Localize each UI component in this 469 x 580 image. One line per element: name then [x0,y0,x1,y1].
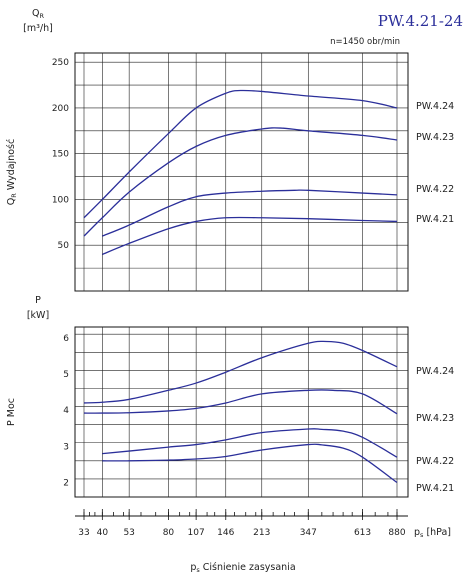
unit-text: [m³/h] [23,23,53,34]
x-axis: 33 40 53 80 107 146 213 347 613 880 ps [hPa] ps Ciś… [75,509,451,574]
top-unit-label: QR [m³/h] [23,8,53,34]
x-tick-label: 53 [123,528,134,538]
x-tick-label: 33 [78,528,89,538]
flow-chart: 50 100 150 200 250 QR Wydajność PW.4.24 PW.4.23… [6,52,454,292]
x-axis-label: ps Ciśnienie zasysania [190,562,295,574]
series-line-pw-4-24 [83,340,398,404]
y-tick-label: 200 [52,104,69,114]
bottom-unit-label: P [kW] [27,295,49,321]
series-line-pw-4-23 [83,127,398,237]
x-tick-label: 107 [188,528,205,538]
y-tick-label: 100 [52,195,69,205]
speed-note: n=1450 obr/min [330,37,400,47]
y-tick-label: 5 [63,370,69,380]
series-label: PW.4.22 [416,184,454,195]
series-label: PW.4.24 [416,366,454,377]
series-label: PW.4.24 [416,101,454,112]
x-tick-label: 880 [388,528,405,538]
x-tick-label: 347 [300,528,317,538]
series-line-pw-4-23 [83,389,398,415]
y-axis-label: QR Wydajność [6,139,18,205]
unit-symbol: P [35,295,41,306]
y-tick-label: 250 [52,58,69,68]
series-label: PW.4.23 [416,132,454,143]
series-line-pw-4-21 [102,443,398,484]
series-label: PW.4.21 [416,483,454,494]
series-line-pw-4-21 [102,216,398,255]
y-tick-label: 4 [63,406,69,416]
y-tick-label: 6 [63,334,69,344]
x-unit-label: ps [hPa] [414,527,451,539]
x-tick-label: 80 [163,528,175,538]
x-tick-label: 213 [253,528,270,538]
x-tick-label: 146 [217,528,234,538]
x-tick-label: 613 [354,528,371,538]
series-label: PW.4.23 [416,413,454,424]
y-tick-label: 3 [63,442,69,452]
plot-frame [74,52,409,292]
x-tick-label: 40 [97,528,109,538]
y-tick-label: 150 [52,150,69,160]
y-tick-label: 50 [58,241,70,251]
chart-title: PW.4.21-24 [378,12,463,30]
unit-text: [kW] [27,310,49,321]
power-chart: 2 3 4 5 6 P Moc PW.4.24 PW.4.23 PW.4.22 PW.4.21 [6,326,454,498]
unit-symbol: QR [32,8,44,20]
series-line-pw-4-22 [102,189,398,237]
y-axis-label: P Moc [6,398,17,426]
series-label: PW.4.21 [416,214,454,225]
series-label: PW.4.22 [416,456,454,467]
y-tick-label: 2 [63,479,69,489]
series-line-pw-4-24 [83,89,398,219]
series-line-pw-4-22 [102,428,398,458]
